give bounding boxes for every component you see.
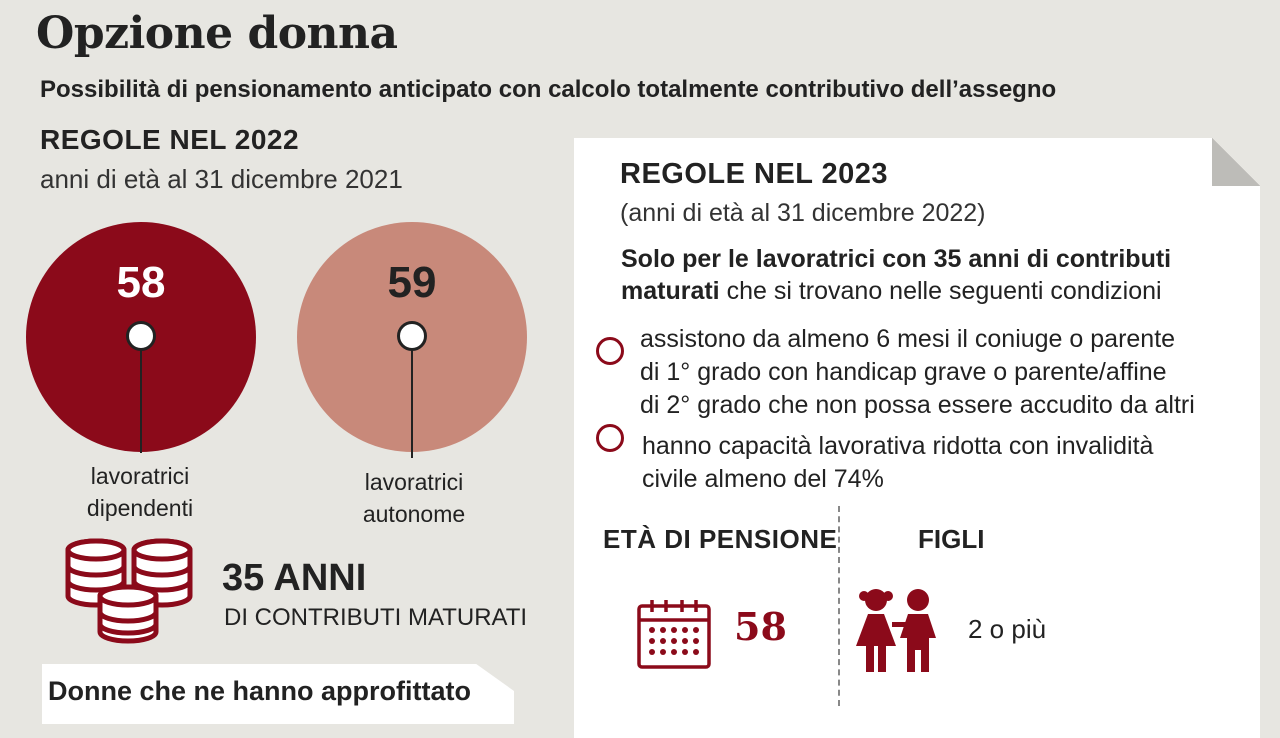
figli-header: FIGLI: [918, 524, 985, 554]
dipendenti-pointer-dot: [126, 321, 156, 351]
figli-value: 2 o più: [968, 614, 1047, 644]
autonome-age: 59: [387, 258, 437, 307]
bottom-panel-title: Donne che ne hanno approfittato: [48, 676, 471, 706]
contributi-years: 35 ANNI: [222, 557, 367, 599]
condition-bullet-icon: [596, 424, 624, 452]
condition-1-line2: di 1° grado con handicap grave o parente…: [640, 358, 1167, 386]
dipendenti-age: 58: [116, 258, 166, 307]
rules-2023-intro: Solo per le lavoratrici con 35 anni di c…: [621, 243, 1221, 307]
condition-1-line3: di 2° grado che non possa essere accudit…: [640, 391, 1195, 419]
card-corner-fold: [1212, 138, 1260, 186]
rules-2022-heading: REGOLE NEL 2022: [40, 124, 300, 155]
autonome-pointer-dot: [397, 321, 427, 351]
rules-2023-heading: REGOLE NEL 2023: [620, 158, 889, 190]
coin-stack-icon: [65, 538, 193, 644]
children-icon: [856, 589, 936, 672]
eta-header: ETÀ DI PENSIONE: [603, 524, 838, 554]
dipendenti-pointer-line: [140, 350, 142, 453]
condition-bullet-icon: [596, 337, 624, 365]
dipendenti-label-line1: lavoratrici: [90, 463, 190, 489]
autonome-label-line1: lavoratrici: [364, 469, 464, 495]
condition-2-line1: hanno capacità lavorativa ridotta con in…: [642, 432, 1154, 460]
dipendenti-label: lavoratrici dipendenti: [60, 460, 220, 524]
autonome-pointer-line: [411, 350, 413, 458]
condition-2: hanno capacità lavorativa ridotta con in…: [642, 430, 1242, 496]
dipendenti-label-line2: dipendenti: [86, 495, 194, 521]
page-subtitle: Possibilità di pensionamento anticipato …: [40, 76, 1057, 103]
page-title: Opzione donna: [36, 8, 398, 59]
calendar-icon: [637, 600, 711, 669]
autonome-label-line2: autonome: [362, 501, 466, 527]
rules-2023-subheading: (anni di età al 31 dicembre 2022): [620, 199, 986, 227]
intro-rest: che si trovano nelle seguenti condizioni: [719, 277, 1162, 305]
condition-1: assistono da almeno 6 mesi il coniuge o …: [640, 323, 1260, 422]
autonome-label: lavoratrici autonome: [334, 466, 494, 530]
intro-bold: Solo per le lavoratrici con 35 anni di c…: [621, 245, 1172, 305]
column-divider: [838, 506, 840, 706]
condition-2-line2: civile almeno del 74%: [642, 465, 884, 493]
contributi-label: DI CONTRIBUTI MATURATI: [224, 604, 528, 631]
condition-1-line1: assistono da almeno 6 mesi il coniuge o …: [640, 325, 1176, 353]
rules-2022-subheading: anni di età al 31 dicembre 2021: [40, 164, 403, 194]
eta-value: 58: [734, 604, 787, 649]
